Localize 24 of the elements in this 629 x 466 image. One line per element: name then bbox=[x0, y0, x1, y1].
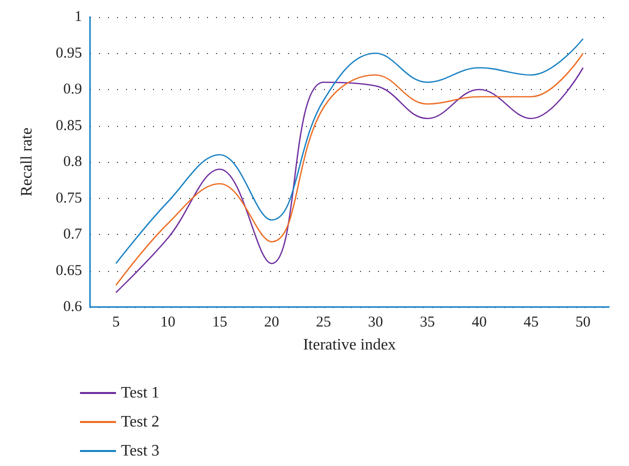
x-tick-label: 35 bbox=[420, 314, 435, 330]
legend-label: Test 2 bbox=[121, 414, 160, 430]
x-tick-label: 15 bbox=[212, 314, 228, 330]
y-tick-label: 0.7 bbox=[63, 226, 82, 242]
y-axis-title: Recall rate bbox=[18, 128, 36, 196]
y-tick-label: 0.85 bbox=[56, 118, 82, 134]
legend-label: Test 3 bbox=[121, 442, 160, 460]
x-tick-label: 20 bbox=[264, 314, 280, 330]
x-tick-label: 30 bbox=[368, 314, 383, 330]
legend-label: Test 1 bbox=[121, 384, 160, 402]
x-tick-label: 40 bbox=[472, 314, 487, 330]
x-tick-label: 25 bbox=[316, 314, 332, 330]
y-tick-label: 0.95 bbox=[56, 45, 82, 62]
y-tick-label: 0.9 bbox=[63, 82, 82, 98]
y-tick-label: 0.75 bbox=[56, 190, 82, 206]
y-tick-label: 1 bbox=[74, 9, 82, 25]
x-tick-label: 10 bbox=[160, 314, 176, 330]
x-axis-title: Iterative index bbox=[303, 336, 396, 354]
x-tick-label: 45 bbox=[524, 314, 539, 330]
x-tick-label: 5 bbox=[112, 314, 120, 330]
y-tick-label: 0.65 bbox=[56, 262, 82, 279]
y-tick-label: 0.8 bbox=[63, 154, 82, 170]
y-tick-label: 0.6 bbox=[63, 299, 82, 315]
x-tick-label: 50 bbox=[576, 314, 591, 330]
